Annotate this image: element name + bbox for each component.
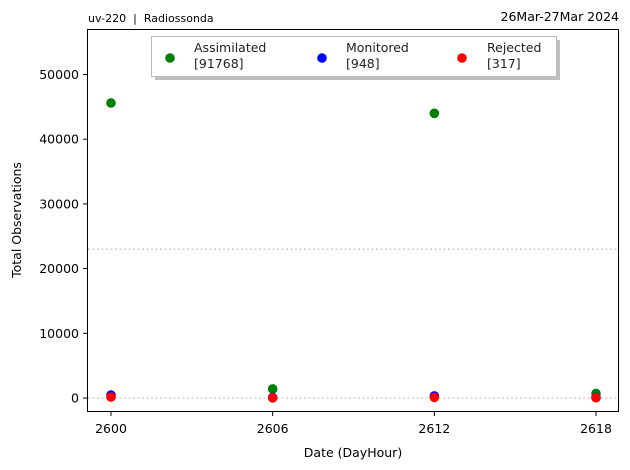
y-tick-label: 40000: [39, 132, 79, 147]
legend-label-assimilated: Assimilated: [194, 40, 266, 55]
legend-count-rejected: [317]: [487, 56, 521, 71]
y-tick-label: 30000: [39, 196, 79, 211]
reference-lines: [88, 248, 618, 399]
legend-label-rejected: Rejected: [487, 40, 541, 55]
x-tick-label: 2618: [580, 421, 612, 436]
x-axis: 2600 2606 2612 2618: [95, 411, 612, 436]
x-tick-label: 2612: [418, 421, 450, 436]
point-rejected: [591, 392, 601, 403]
legend-marker-monitored: [317, 53, 327, 63]
legend-count-assimilated: [91768]: [194, 56, 244, 71]
header-right-title: 26Mar-27Mar 2024: [501, 9, 620, 24]
legend: Assimilated [91768] Monitored [948] Reje…: [151, 36, 560, 80]
point-assimilated: [267, 384, 278, 394]
legend-label-monitored: Monitored: [346, 40, 409, 55]
y-axis-title: Total Observations: [9, 162, 24, 279]
plot-frame: [87, 29, 619, 412]
x-axis-title: Date (DayHour): [304, 445, 402, 460]
point-rejected: [106, 392, 116, 402]
legend-marker-rejected: [457, 53, 467, 63]
y-tick-label: 0: [71, 391, 79, 406]
point-rejected: [267, 393, 278, 403]
y-tick-label: 20000: [39, 261, 79, 276]
y-tick-label: 10000: [39, 326, 79, 341]
point-assimilated: [106, 98, 116, 108]
point-assimilated: [429, 108, 440, 119]
header-left-title: uv-220 | Radiossonda: [88, 12, 214, 25]
y-tick-label: 50000: [39, 67, 79, 82]
x-tick-label: 2606: [257, 421, 289, 436]
legend-box: [151, 36, 557, 77]
x-tick-label: 2600: [95, 421, 127, 436]
point-rejected: [429, 392, 440, 403]
legend-marker-assimilated: [165, 53, 175, 63]
y-axis: 0 10000 20000 30000 40000 50000: [39, 67, 88, 406]
legend-count-monitored: [948]: [346, 56, 380, 71]
data-points: [106, 98, 601, 403]
